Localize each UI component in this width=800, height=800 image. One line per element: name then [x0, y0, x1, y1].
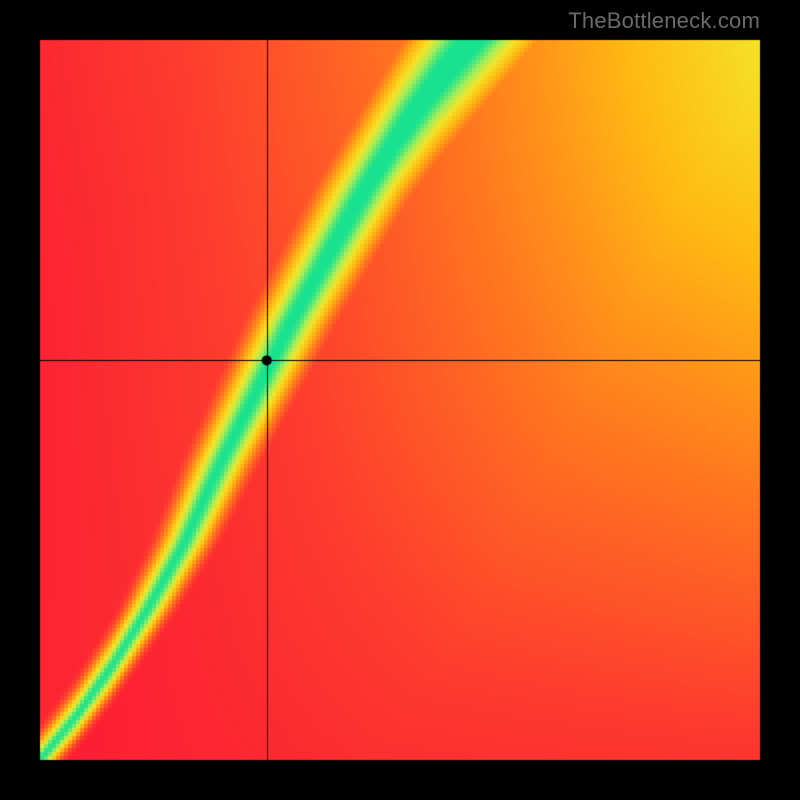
watermark-text: TheBottleneck.com [568, 8, 760, 34]
chart-container: TheBottleneck.com [0, 0, 800, 800]
heatmap-canvas [0, 0, 800, 800]
